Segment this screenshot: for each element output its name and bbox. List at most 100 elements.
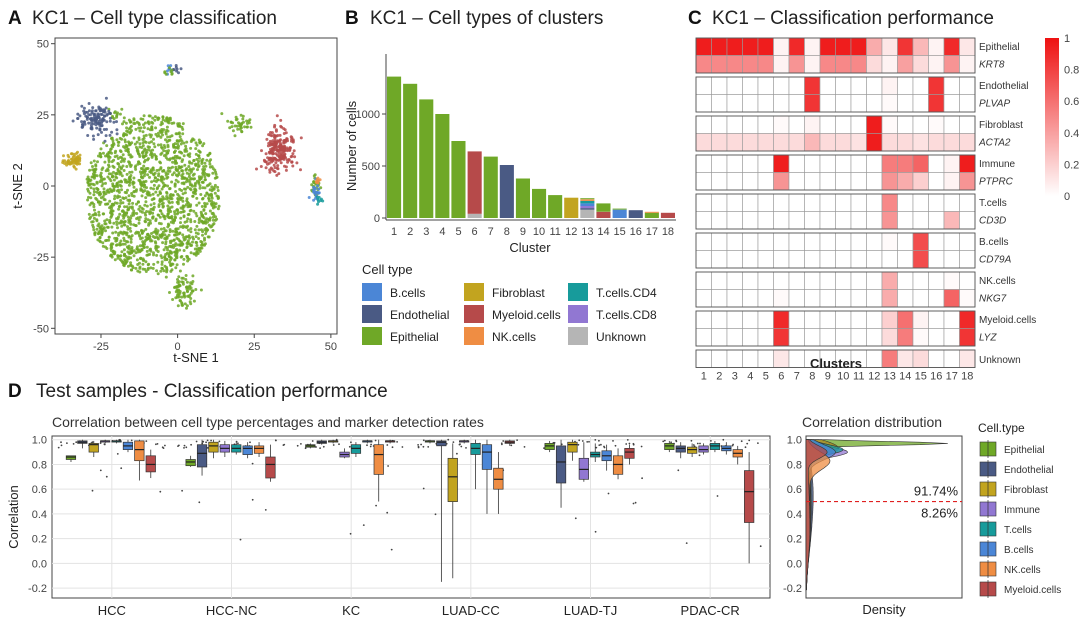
- heatmap-cell: [866, 55, 883, 74]
- heatmap-cell: [959, 211, 976, 230]
- tsne-point: [158, 191, 162, 195]
- tsne-point: [152, 251, 155, 255]
- tsne-point: [152, 142, 156, 146]
- heatmap-group-border: [695, 37, 976, 74]
- heatmap-cell: [757, 289, 774, 308]
- tsne-point: [195, 157, 199, 161]
- heatmap-cell: [943, 211, 960, 230]
- jitter-point: [699, 442, 701, 445]
- tsne-point: [105, 144, 109, 148]
- heatmap-cell: [711, 328, 728, 347]
- tsne-point: [180, 240, 184, 244]
- legend-label: T.cells.CD4: [596, 286, 657, 300]
- tsne-point: [166, 135, 170, 139]
- tsne-point: [185, 177, 189, 181]
- tsne-point: [111, 231, 115, 235]
- tsne-point: [168, 169, 172, 173]
- tsne-point: [179, 221, 182, 225]
- legend-swatch: [362, 283, 382, 301]
- tsne-point: [318, 178, 322, 182]
- heatmap-cell: [695, 349, 712, 368]
- tsne-point: [128, 181, 132, 185]
- legend-label: B.cells: [1004, 545, 1033, 556]
- tsne-point: [142, 164, 146, 168]
- jitter-point: [249, 441, 251, 444]
- tsne-point: [117, 188, 121, 192]
- tsne-point: [97, 113, 101, 117]
- heatmap-col-label: 6: [778, 371, 784, 383]
- tsne-point: [194, 188, 197, 191]
- tsne-point: [168, 118, 172, 122]
- tsne-point: [203, 205, 207, 209]
- tsne-point: [155, 269, 159, 273]
- panel-b-xtick-label: 16: [630, 226, 642, 238]
- tsne-point: [245, 125, 249, 129]
- heatmap-cell: [773, 37, 790, 56]
- tsne-point: [97, 200, 101, 204]
- heatmap-cell: [742, 271, 759, 290]
- tsne-point: [91, 220, 95, 224]
- tsne-point: [179, 243, 183, 247]
- tsne-point: [284, 165, 288, 169]
- tsne-point: [139, 188, 143, 192]
- dist-ytick-label: 0.4: [787, 509, 802, 521]
- tsne-point: [177, 166, 181, 170]
- jitter-point: [75, 441, 78, 444]
- heatmap-cell: [959, 232, 976, 251]
- tsne-point: [169, 210, 173, 213]
- jitter-point: [145, 440, 148, 442]
- heatmap-cell: [695, 37, 712, 56]
- heatmap-cell: [959, 133, 976, 152]
- heatmap-cell: [835, 250, 852, 269]
- panel-b-ytick-label: 1000: [356, 109, 380, 121]
- tsne-point: [76, 112, 80, 116]
- tsne-point: [119, 239, 123, 243]
- tsne-point: [137, 230, 140, 234]
- tsne-point: [100, 224, 104, 228]
- heatmap-cell: [695, 250, 712, 269]
- heatmap-cell: [804, 172, 821, 191]
- bar-segment: [612, 208, 627, 210]
- heatmap-cell: [695, 271, 712, 290]
- tsne-point: [208, 151, 212, 155]
- heatmap-cell: [711, 193, 728, 212]
- tsne-point: [264, 160, 268, 164]
- tsne-point: [136, 250, 140, 254]
- panel-b-bars: [387, 76, 675, 218]
- panel-d-ytick-label: -0.2: [28, 583, 47, 595]
- tsne-point: [86, 189, 90, 193]
- tsne-point: [129, 229, 133, 233]
- tsne-point: [214, 176, 218, 180]
- tsne-point: [189, 244, 193, 247]
- tsne-point: [109, 205, 113, 208]
- box-body: [567, 441, 578, 453]
- tsne-point: [126, 240, 130, 244]
- panel-b-xtick-label: 11: [549, 226, 560, 238]
- tsne-point: [188, 152, 192, 156]
- tsne-point: [128, 153, 132, 157]
- legend-label: T.cells.CD8: [596, 308, 657, 322]
- tsne-point: [201, 144, 205, 148]
- heatmap-cell: [773, 115, 790, 134]
- jitter-point: [588, 440, 590, 443]
- tsne-point: [173, 258, 177, 262]
- tsne-point: [119, 221, 123, 225]
- tsne-point: [153, 176, 157, 180]
- tsne-point: [130, 250, 134, 254]
- jitter-point: [206, 447, 209, 449]
- tsne-point: [181, 127, 185, 131]
- tsne-point: [173, 233, 177, 237]
- tsne-point: [91, 182, 95, 186]
- tsne-point: [144, 151, 148, 155]
- tsne-point: [203, 201, 207, 205]
- tsne-point: [134, 266, 138, 270]
- tsne-point: [125, 133, 129, 137]
- jitter-point: [607, 492, 610, 495]
- bar-segment: [580, 199, 595, 201]
- tsne-point: [143, 121, 147, 125]
- panel-b-xtick-label: 3: [423, 226, 429, 238]
- panel-b-ytick-label: 500: [362, 161, 380, 173]
- tsne-point: [135, 245, 139, 249]
- tsne-point: [270, 157, 274, 161]
- heatmap-cell: [850, 76, 867, 95]
